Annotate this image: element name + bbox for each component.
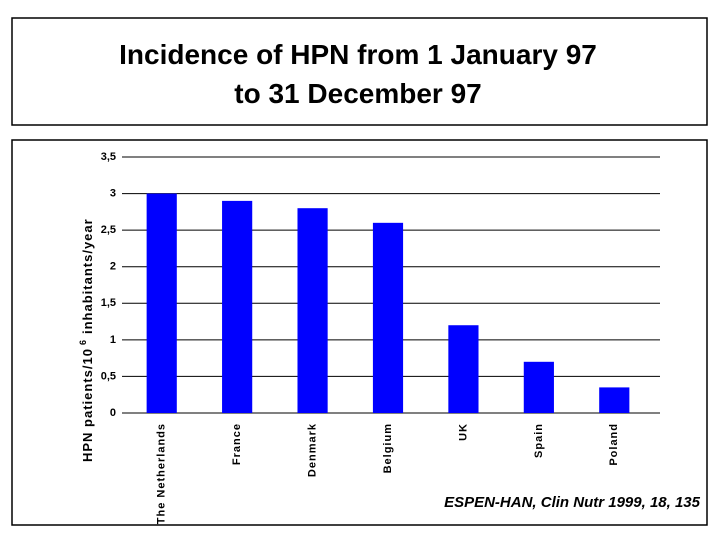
bar [372,222,404,413]
bar [222,200,253,413]
y-tick-label: 2 [110,261,116,273]
y-axis-label: HPN patients/10 6 inhabitants/year [78,218,95,462]
y-label-text: HPN patients/10 [80,348,95,462]
y-tick-label: 0,5 [101,370,116,382]
chart-box [11,139,708,526]
x-tick-label: The Netherlands [156,423,168,524]
bar [146,193,177,413]
x-tick-label: Spain [533,423,545,458]
source-note: ESPEN-HAN, Clin Nutr 1999, 18, 135 [444,494,701,511]
bar [297,208,328,413]
bar [523,361,554,413]
bar [448,325,479,413]
y-label-end: inhabitants/year [80,218,95,334]
x-tick-label: Belgium [382,423,394,473]
y-label-sup: 6 [78,339,88,345]
x-tick-label: Poland [608,423,620,466]
chart-title: to 31 December 97 [234,78,481,109]
chart-title: Incidence of HPN from 1 January 97 [119,39,597,70]
y-tick-label: 2,5 [101,224,116,236]
bar [599,387,630,413]
x-tick-label: UK [457,423,469,441]
y-tick-label: 1,5 [101,297,116,309]
title-box [11,17,708,126]
y-tick-label: 0 [110,407,116,419]
y-tick-label: 3 [110,187,116,199]
y-tick-label: 1 [110,334,116,346]
y-tick-label: 3,5 [101,151,116,163]
x-tick-label: Denmark [306,423,318,477]
x-tick-label: France [231,423,243,465]
